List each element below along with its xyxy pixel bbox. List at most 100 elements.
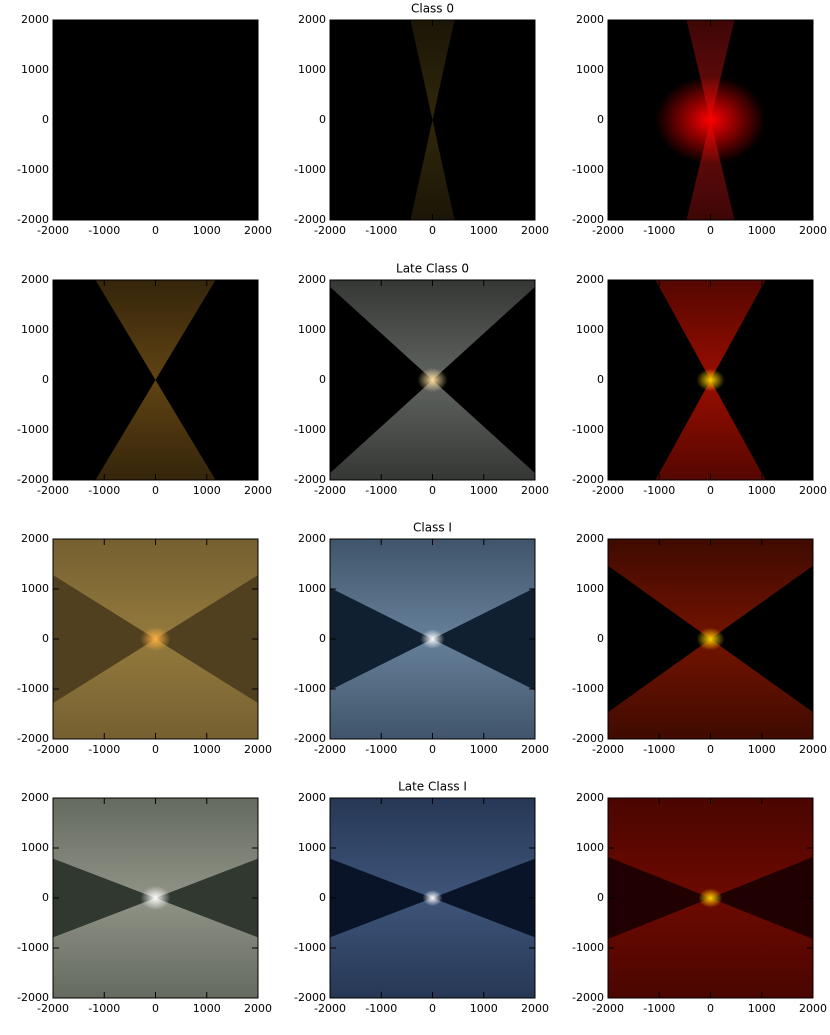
x-tick-label: 0: [152, 224, 159, 237]
y-tick-label: 1000: [576, 323, 604, 336]
y-tick-label: -1000: [17, 682, 49, 695]
x-tick-label: 0: [152, 1002, 159, 1015]
x-tick-label: 2000: [521, 484, 549, 497]
outflow-cone: [95, 380, 216, 480]
y-tick-label: -1000: [572, 941, 604, 954]
outflow-cone: [608, 798, 813, 898]
x-tick-label: -1000: [643, 1002, 675, 1015]
y-tick-label: 0: [597, 373, 604, 386]
y-tick-label: 1000: [21, 323, 49, 336]
outflow-cone: [330, 639, 535, 739]
y-tick-label: 0: [42, 373, 49, 386]
y-tick-label: -2000: [572, 732, 604, 745]
image-panel: [608, 20, 813, 220]
y-tick-label: -1000: [17, 941, 49, 954]
y-tick-label: 2000: [298, 273, 326, 286]
outflow-cone: [410, 120, 455, 220]
x-tick-label: 2000: [244, 743, 272, 756]
x-tick-label: -2000: [592, 743, 624, 756]
x-tick-label: -1000: [643, 743, 675, 756]
x-tick-label: 2000: [799, 743, 827, 756]
x-tick-label: 2000: [521, 1002, 549, 1015]
x-tick-label: 1000: [193, 743, 221, 756]
y-tick-label: 0: [597, 113, 604, 126]
x-tick-label: -1000: [365, 743, 397, 756]
y-tick-label: 0: [42, 113, 49, 126]
central-glow: [696, 368, 725, 392]
y-tick-label: 2000: [576, 273, 604, 286]
x-tick-label: 1000: [748, 743, 776, 756]
x-tick-label: -2000: [314, 1002, 346, 1015]
y-tick-label: 1000: [21, 582, 49, 595]
x-tick-label: -1000: [88, 484, 120, 497]
panel-title: Late Class 0: [396, 262, 469, 276]
x-tick-label: 2000: [799, 224, 827, 237]
x-tick-label: -1000: [365, 224, 397, 237]
y-tick-label: 0: [597, 632, 604, 645]
x-tick-label: -2000: [37, 743, 69, 756]
image-panel: [53, 20, 258, 220]
central-glow: [417, 368, 448, 392]
y-tick-label: -1000: [572, 163, 604, 176]
y-tick-label: 2000: [576, 13, 604, 26]
y-tick-label: -1000: [572, 682, 604, 695]
y-tick-label: -1000: [17, 163, 49, 176]
x-tick-label: -2000: [37, 484, 69, 497]
y-tick-label: -2000: [17, 732, 49, 745]
x-tick-label: 0: [429, 484, 436, 497]
y-tick-label: 0: [42, 891, 49, 904]
y-tick-label: -2000: [294, 991, 326, 1004]
x-tick-label: -2000: [314, 484, 346, 497]
outflow-cone: [686, 120, 735, 220]
image-panel: [53, 539, 258, 739]
y-tick-label: -2000: [572, 991, 604, 1004]
y-tick-label: 0: [319, 632, 326, 645]
y-tick-label: 2000: [298, 791, 326, 804]
x-tick-label: 1000: [193, 484, 221, 497]
y-tick-label: 0: [319, 113, 326, 126]
y-tick-label: 1000: [298, 63, 326, 76]
y-tick-label: -2000: [572, 473, 604, 486]
image-panel: [608, 798, 813, 998]
central-glow: [420, 629, 445, 649]
outflow-cone: [330, 898, 535, 998]
image-panel: [330, 20, 535, 220]
y-tick-label: -2000: [294, 213, 326, 226]
image-panel: [330, 539, 535, 739]
image-panel: [608, 280, 813, 480]
x-tick-label: 1000: [748, 1002, 776, 1015]
central-glow: [422, 890, 443, 906]
outflow-cone: [330, 539, 535, 639]
central-glow: [140, 886, 171, 910]
image-panel: [330, 798, 535, 998]
x-tick-label: -2000: [314, 743, 346, 756]
panel-title: Class 0: [411, 2, 454, 16]
outflow-cone: [608, 898, 813, 998]
x-tick-label: 2000: [244, 1002, 272, 1015]
outflow-cone: [53, 798, 258, 898]
x-tick-label: 2000: [799, 1002, 827, 1015]
x-tick-label: -2000: [37, 224, 69, 237]
x-tick-label: 0: [707, 224, 714, 237]
x-tick-label: 0: [707, 1002, 714, 1015]
outflow-cone: [608, 539, 813, 639]
x-tick-label: 0: [429, 1002, 436, 1015]
x-tick-label: 1000: [470, 1002, 498, 1015]
x-tick-label: -2000: [592, 1002, 624, 1015]
y-tick-label: 1000: [298, 841, 326, 854]
panel-title: Late Class I: [398, 780, 467, 794]
y-tick-label: 1000: [298, 582, 326, 595]
y-tick-label: 2000: [21, 273, 49, 286]
y-tick-label: -1000: [17, 423, 49, 436]
x-tick-label: -2000: [592, 484, 624, 497]
x-tick-label: 1000: [748, 224, 776, 237]
y-tick-label: 1000: [298, 323, 326, 336]
outflow-cone: [655, 280, 766, 380]
x-tick-label: -2000: [37, 1002, 69, 1015]
x-tick-label: 2000: [521, 224, 549, 237]
outflow-cone: [655, 380, 766, 480]
x-tick-label: 1000: [470, 743, 498, 756]
x-tick-label: 0: [152, 484, 159, 497]
y-tick-label: 2000: [21, 13, 49, 26]
outflow-cone: [330, 280, 535, 380]
